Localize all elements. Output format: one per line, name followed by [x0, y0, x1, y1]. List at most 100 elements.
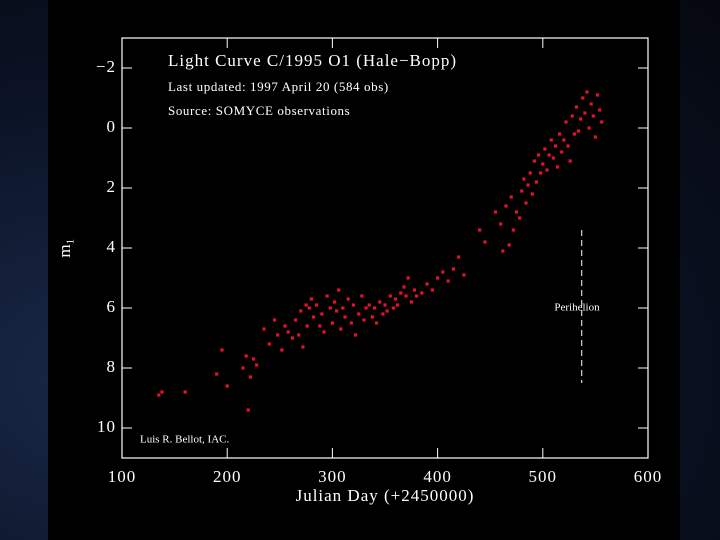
data-point: [304, 303, 308, 307]
data-point: [478, 228, 482, 232]
x-tick-label: 500: [529, 467, 558, 486]
data-point: [583, 111, 587, 115]
data-point: [225, 384, 229, 388]
data-point: [360, 294, 364, 298]
data-point: [301, 345, 305, 349]
x-tick-label: 200: [213, 467, 242, 486]
data-point: [451, 267, 455, 271]
data-point: [332, 300, 337, 304]
data-point: [315, 303, 319, 307]
data-point: [280, 348, 284, 352]
data-point: [370, 315, 374, 319]
x-tick-label: 400: [423, 467, 452, 486]
data-point: [244, 354, 248, 358]
data-point: [409, 300, 413, 304]
y-tick-label: 0: [107, 117, 117, 136]
data-point: [545, 168, 549, 172]
data-point: [286, 330, 290, 334]
data-point: [536, 153, 541, 157]
source-note: Source: SOMYCE observations: [168, 103, 350, 118]
data-point: [598, 108, 602, 112]
data-point: [346, 297, 350, 301]
data-point: [276, 333, 280, 337]
data-point: [483, 240, 487, 244]
data-point: [541, 162, 545, 166]
data-point: [579, 117, 583, 121]
data-point: [364, 306, 368, 310]
data-point: [337, 288, 341, 292]
data-point: [600, 120, 604, 124]
data-point: [558, 132, 562, 136]
data-point: [425, 282, 429, 286]
data-point: [543, 147, 547, 151]
y-tick-label: 6: [107, 297, 117, 316]
data-point: [341, 306, 345, 310]
data-point: [378, 300, 382, 304]
x-axis-label: Julian Day (+2450000): [296, 486, 475, 505]
y-tick-label: 4: [107, 237, 117, 256]
x-tick-label: 100: [108, 467, 137, 486]
data-point: [518, 216, 522, 220]
data-point: [522, 177, 526, 181]
data-point: [420, 291, 424, 295]
data-point: [404, 294, 408, 298]
data-point: [528, 171, 532, 175]
data-point: [581, 96, 585, 100]
chart-title: Light Curve C/1995 O1 (Hale−Bopp): [168, 51, 457, 70]
data-point: [414, 294, 419, 298]
data-point: [501, 249, 505, 253]
data-point: [309, 297, 313, 301]
data-point: [272, 318, 277, 322]
plot-background: [48, 0, 680, 540]
y-axis-label: m₁: [55, 238, 74, 257]
data-point: [430, 288, 434, 292]
y-tick-label: −2: [96, 57, 116, 76]
data-point: [262, 327, 266, 331]
data-point: [357, 312, 361, 316]
data-point: [539, 171, 543, 175]
data-point: [547, 153, 551, 157]
data-point: [441, 270, 445, 274]
perihelion-label: Perihelion: [554, 302, 600, 314]
data-point: [549, 138, 553, 142]
data-point: [562, 138, 566, 142]
data-point: [406, 276, 410, 280]
data-point: [402, 285, 406, 289]
data-point: [325, 294, 329, 298]
data-point: [587, 126, 591, 130]
data-point: [493, 210, 498, 214]
y-tick-label: 8: [107, 357, 117, 376]
data-point: [215, 372, 219, 376]
data-point: [335, 309, 339, 313]
data-point: [396, 303, 400, 307]
data-point: [462, 273, 466, 277]
data-point: [520, 189, 524, 193]
data-point: [351, 303, 356, 307]
data-point: [574, 105, 579, 109]
x-tick-label: 600: [634, 467, 663, 486]
data-point: [255, 363, 259, 367]
data-point: [399, 291, 403, 295]
data-point: [381, 312, 385, 316]
data-point: [353, 333, 358, 337]
data-point: [267, 342, 271, 346]
data-point: [534, 180, 539, 184]
data-point: [290, 336, 295, 340]
data-point: [246, 408, 250, 412]
data-point: [499, 222, 503, 226]
data-point: [572, 132, 576, 136]
x-tick-label: 300: [318, 467, 347, 486]
data-point: [328, 306, 332, 310]
chart-subtitle: Last updated: 1997 April 20 (584 obs): [168, 79, 389, 94]
data-point: [504, 204, 508, 208]
data-point: [362, 318, 366, 322]
data-point: [320, 312, 324, 316]
y-tick-label: 10: [97, 417, 116, 436]
data-point: [507, 243, 511, 247]
data-point: [307, 306, 311, 310]
data-point: [305, 324, 309, 328]
data-point: [383, 303, 387, 307]
data-point: [311, 315, 316, 319]
data-point: [589, 102, 593, 106]
